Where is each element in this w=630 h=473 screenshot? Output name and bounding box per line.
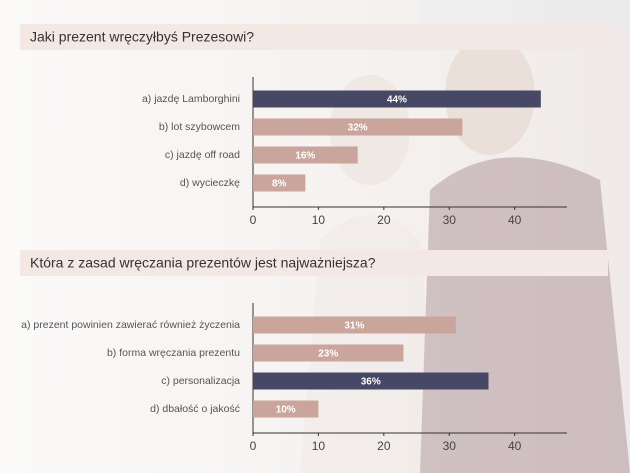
x-tick-label: 0 bbox=[250, 439, 257, 453]
value-label: 10% bbox=[276, 405, 296, 416]
category-label: a) jazdę Lamborghini bbox=[142, 93, 240, 105]
category-label: c) jazdę off road bbox=[165, 149, 240, 161]
bar bbox=[253, 118, 463, 136]
value-label: 44% bbox=[387, 95, 407, 106]
category-label: d) dbałość o jakość bbox=[150, 403, 240, 415]
background-photo bbox=[300, 0, 630, 473]
bar bbox=[253, 400, 319, 418]
bar bbox=[253, 372, 489, 390]
category-label: b) forma wręczania prezentu bbox=[107, 347, 240, 359]
bar bbox=[253, 316, 456, 334]
x-tick-label: 30 bbox=[443, 439, 457, 453]
x-tick-label: 0 bbox=[250, 213, 257, 227]
bar bbox=[253, 90, 541, 108]
value-label: 32% bbox=[348, 123, 368, 134]
x-tick-label: 10 bbox=[312, 439, 326, 453]
x-tick-label: 30 bbox=[443, 213, 457, 227]
bar bbox=[253, 344, 404, 362]
title-band bbox=[20, 250, 608, 276]
value-label: 23% bbox=[318, 349, 338, 360]
value-label: 16% bbox=[295, 151, 315, 162]
title-band bbox=[20, 24, 608, 50]
chart-title: Która z zasad wręczania prezentów jest n… bbox=[30, 255, 376, 271]
bar bbox=[253, 146, 358, 164]
bar bbox=[253, 174, 306, 192]
x-tick-label: 20 bbox=[377, 439, 391, 453]
x-tick-label: 20 bbox=[377, 213, 391, 227]
category-label: c) personalizacja bbox=[161, 375, 240, 387]
x-tick-label: 40 bbox=[508, 213, 522, 227]
value-label: 8% bbox=[272, 179, 287, 190]
x-tick-label: 10 bbox=[312, 213, 326, 227]
category-label: d) wycieczkę bbox=[180, 177, 240, 189]
value-label: 36% bbox=[361, 377, 381, 388]
x-tick-label: 40 bbox=[508, 439, 522, 453]
category-label: b) lot szybowcem bbox=[159, 121, 240, 133]
chart-title: Jaki prezent wręczyłbyś Prezesowi? bbox=[30, 29, 254, 45]
value-label: 31% bbox=[344, 321, 364, 332]
category-label: a) prezent powinien zawierać również życ… bbox=[21, 319, 240, 331]
